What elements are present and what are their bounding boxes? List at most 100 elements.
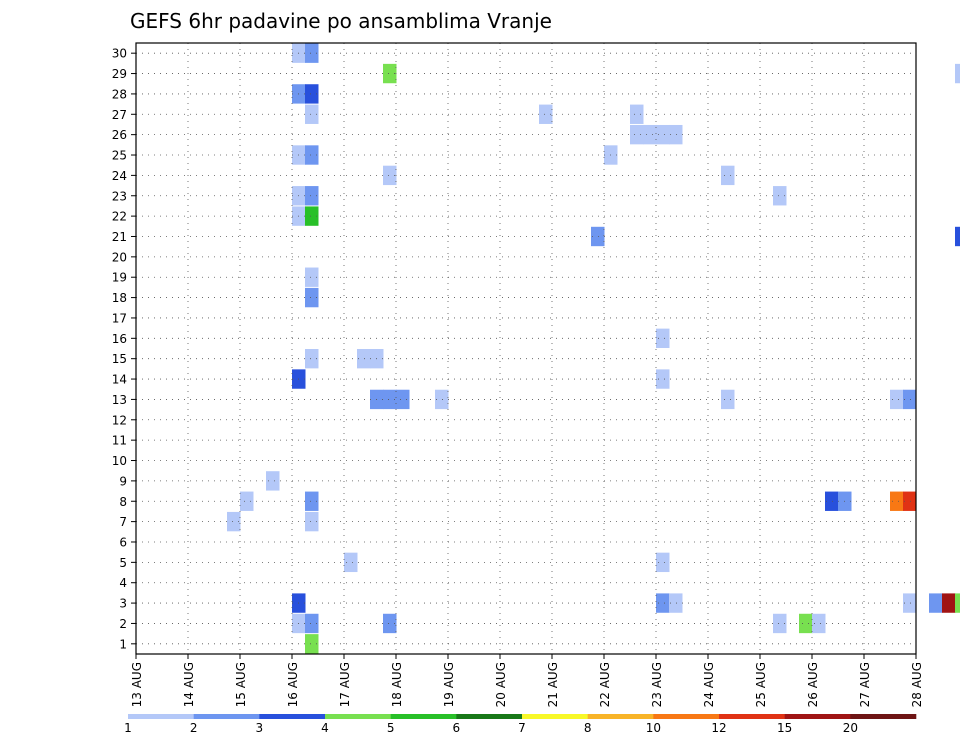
cells-layer — [227, 43, 960, 654]
legend-label: 20 — [843, 721, 858, 735]
y-tick-label: 2 — [119, 617, 127, 631]
heatmap-cell — [955, 593, 960, 613]
x-tick-label: 20 AUG — [494, 662, 508, 707]
heatmap-cell — [890, 491, 904, 511]
x-tick-label: 24 AUG — [702, 662, 716, 707]
x-tick-label: 19 AUG — [442, 662, 456, 707]
y-tick-label: 7 — [119, 515, 127, 529]
y-tick-label: 26 — [112, 128, 127, 142]
legend-swatch — [719, 714, 785, 719]
heatmap-cell — [630, 124, 644, 145]
x-tick-label: 21 AUG — [546, 662, 560, 707]
heatmap-cell — [721, 165, 735, 186]
heatmap-cell — [305, 491, 319, 511]
x-tick-label: 13 AUG — [130, 662, 144, 707]
y-tick-label: 9 — [119, 474, 127, 488]
legend-label: 10 — [646, 721, 661, 735]
heatmap-cell — [383, 165, 397, 186]
x-tick-label: 22 AUG — [598, 662, 612, 707]
heatmap-cell — [955, 63, 960, 84]
legend-label: 4 — [321, 721, 329, 735]
y-tick-label: 14 — [112, 373, 127, 387]
heatmap-cell — [773, 613, 787, 634]
y-axis: 1234567891011121314151617181920212223242… — [112, 47, 136, 651]
heatmap-cell — [591, 226, 605, 247]
heatmap-cell — [305, 206, 319, 226]
heatmap-cell — [656, 328, 670, 348]
heatmap-cell — [266, 471, 280, 491]
heatmap-cell — [383, 389, 397, 410]
x-tick-label: 15 AUG — [234, 662, 248, 707]
legend-label: 2 — [190, 721, 198, 735]
x-tick-label: 14 AUG — [182, 662, 196, 707]
legend-swatch — [850, 714, 917, 719]
heatmap-cell — [305, 267, 319, 287]
legend-label: 6 — [453, 721, 461, 735]
heatmap-cell — [669, 593, 683, 613]
y-tick-label: 23 — [112, 189, 127, 203]
heatmap-cell — [305, 634, 319, 654]
x-tick-label: 16 AUG — [286, 662, 300, 707]
heatmap-cell — [383, 613, 397, 634]
heatmap-cell — [656, 124, 670, 145]
legend-label: 7 — [518, 721, 526, 735]
x-tick-label: 27 AUG — [858, 662, 872, 707]
heatmap-cell — [539, 104, 553, 124]
legend-label: 8 — [584, 721, 592, 735]
heatmap-cell — [903, 593, 917, 613]
heatmap-cell — [435, 389, 449, 410]
legend-swatch — [784, 714, 851, 719]
grid-layer — [136, 43, 916, 654]
heatmap-cell — [305, 613, 319, 634]
heatmap-cell — [305, 43, 319, 63]
legend-swatch — [522, 714, 588, 719]
heatmap-cell — [305, 104, 319, 124]
heatmap-cell — [812, 613, 826, 634]
y-tick-label: 10 — [112, 454, 127, 468]
heatmap-cell — [669, 124, 683, 145]
x-tick-label: 25 AUG — [754, 662, 768, 707]
heatmap-cell — [357, 349, 371, 369]
legend-label: 15 — [777, 721, 792, 735]
heatmap-cell — [890, 389, 904, 410]
y-tick-label: 21 — [112, 230, 127, 244]
y-tick-label: 25 — [112, 149, 127, 163]
heatmap-cell — [305, 145, 319, 165]
heatmap-cell — [656, 552, 670, 573]
heatmap-cell — [825, 491, 839, 511]
x-tick-label: 28 AUG — [910, 662, 924, 707]
heatmap-cell — [929, 593, 943, 613]
color-legend: 1 2 3 4 5 6 7 8 10 12 15 20 — [124, 714, 917, 735]
plot-frame — [135, 42, 917, 655]
heatmap-cell — [643, 124, 657, 145]
y-tick-label: 20 — [112, 250, 127, 264]
heatmap-cell — [656, 369, 670, 389]
y-tick-label: 8 — [119, 495, 127, 509]
heatmap-cell — [305, 287, 319, 308]
heatmap-cell — [305, 349, 319, 369]
legend-swatch — [390, 714, 457, 719]
heatmap-cell — [344, 552, 358, 573]
y-tick-label: 17 — [112, 311, 127, 325]
x-tick-label: 18 AUG — [390, 662, 404, 707]
heatmap-cell — [656, 593, 670, 613]
heatmap-cell — [630, 104, 644, 124]
y-tick-label: 30 — [112, 47, 127, 61]
legend-swatch — [653, 714, 720, 719]
x-tick-label: 23 AUG — [650, 662, 664, 707]
y-tick-label: 16 — [112, 332, 127, 346]
heatmap-cell — [942, 593, 956, 613]
legend-swatch — [128, 714, 194, 719]
heatmap-cell — [721, 389, 735, 410]
heatmap-cell — [227, 511, 241, 532]
heatmap-cell — [773, 186, 787, 206]
heatmap-cell — [305, 84, 319, 104]
legend-swatch — [456, 714, 523, 719]
y-tick-label: 22 — [112, 210, 127, 224]
x-tick-label: 26 AUG — [806, 662, 820, 707]
chart-title: GEFS 6hr padavine po ansamblima Vranje — [130, 9, 552, 33]
y-tick-label: 3 — [119, 597, 127, 611]
y-tick-label: 5 — [119, 556, 127, 570]
heatmap-cell — [396, 389, 410, 410]
y-tick-label: 6 — [119, 535, 127, 549]
